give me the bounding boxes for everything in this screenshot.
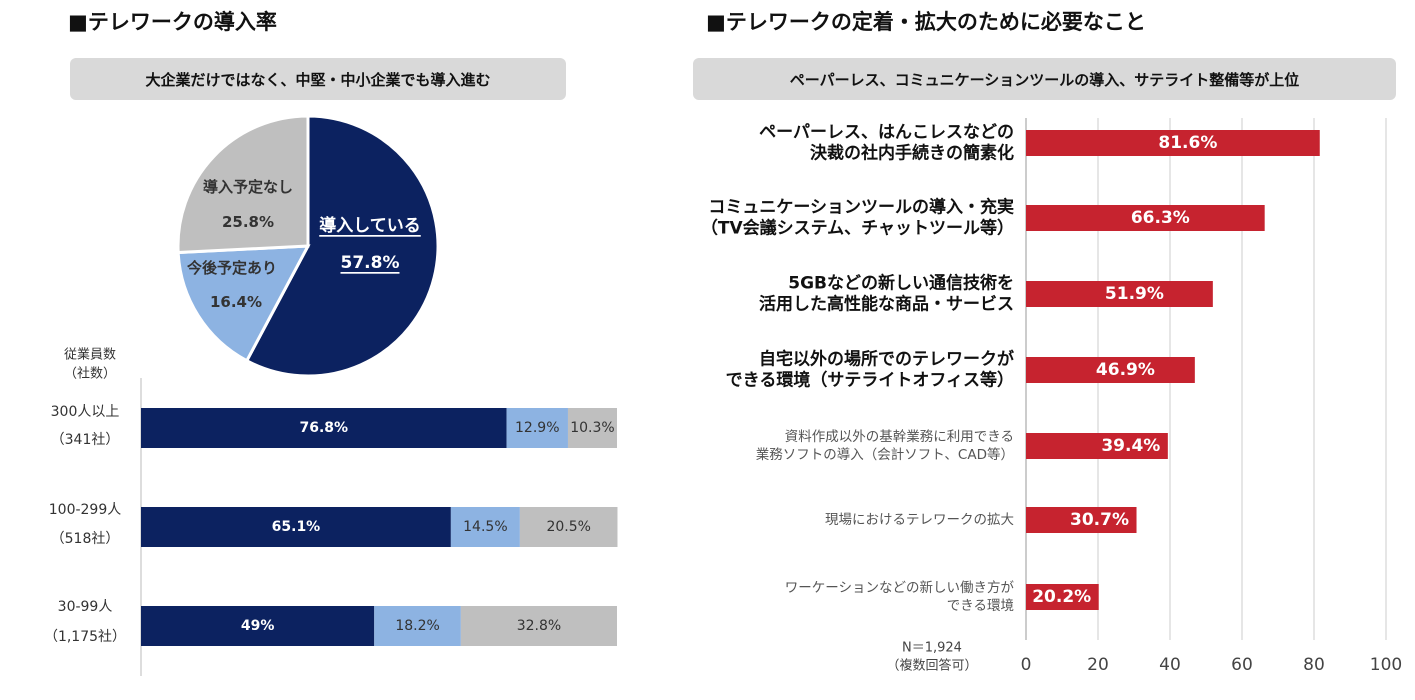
bar-value-label: 81.6% bbox=[1158, 133, 1217, 153]
sample-size-note: N＝1,924 bbox=[902, 641, 962, 656]
stacked-bar-segment bbox=[141, 408, 507, 448]
bar bbox=[1026, 433, 1168, 459]
category-label: できる環境（サテライトオフィス等） bbox=[726, 370, 1014, 391]
segment-value-label: 49% bbox=[241, 618, 275, 634]
segment-value-label: 65.1% bbox=[272, 519, 321, 535]
segment-value-label: 12.9% bbox=[515, 420, 559, 436]
pie-slice bbox=[176, 114, 310, 255]
x-tick-label: 80 bbox=[1303, 655, 1325, 675]
bar-value-label: 39.4% bbox=[1101, 436, 1160, 456]
category-label: 100-299人 bbox=[49, 502, 122, 518]
pie-slice bbox=[176, 244, 311, 363]
bar-value-label: 30.7% bbox=[1070, 510, 1129, 530]
bar-value-label: 20.2% bbox=[1032, 587, 1091, 607]
category-label: 資料作成以外の基幹業務に利用できる bbox=[785, 428, 1014, 445]
pie-slice-value: 25.8% bbox=[222, 213, 274, 231]
stacked-bar-segment bbox=[374, 606, 461, 646]
x-tick-label: 20 bbox=[1087, 655, 1109, 675]
x-tick-label: 100 bbox=[1370, 655, 1402, 675]
stacked-bar-segment bbox=[460, 606, 617, 646]
left-title: ■テレワークの導入率 bbox=[68, 10, 277, 34]
category-label: 現場におけるテレワークの拡大 bbox=[825, 512, 1014, 528]
stacked-bar-segment bbox=[519, 507, 618, 547]
right-title: ■テレワークの定着・拡大のために必要なこと bbox=[706, 10, 1146, 34]
pie-slice-value: 16.4% bbox=[210, 293, 262, 311]
stacked-bar-segment bbox=[141, 507, 451, 547]
x-tick-label: 0 bbox=[1021, 655, 1032, 675]
bar bbox=[1026, 130, 1320, 156]
category-label: 活用した高性能な商品・サービス bbox=[759, 294, 1014, 315]
stacked-bar-segment bbox=[506, 408, 568, 448]
bar bbox=[1026, 281, 1213, 307]
pie-slice bbox=[244, 114, 440, 378]
category-label: コミュニケーションツールの導入・充実 bbox=[708, 197, 1014, 218]
category-label: 自宅以外の場所でのテレワークが bbox=[759, 349, 1014, 370]
bar-value-label: 51.9% bbox=[1105, 284, 1164, 304]
category-label: （518社） bbox=[51, 531, 120, 547]
pie-slice-label: 今後予定あり bbox=[186, 259, 277, 277]
category-label: ペーパーレス、はんこレスなどの bbox=[759, 123, 1014, 143]
category-label: 業務ソフトの導入（会計ソフト、CAD等） bbox=[756, 446, 1014, 463]
pie-slice-label: 導入している bbox=[319, 215, 421, 236]
left-banner: 大企業だけではなく、中堅・中小企業でも導入進む bbox=[70, 58, 566, 100]
y-axis-title: 従業員数 bbox=[64, 347, 116, 363]
bar bbox=[1026, 205, 1265, 231]
segment-value-label: 32.8% bbox=[517, 618, 561, 634]
segment-value-label: 14.5% bbox=[463, 519, 507, 535]
pie-slice-label: 導入予定なし bbox=[203, 178, 293, 196]
stacked-bar-segment bbox=[141, 606, 375, 646]
bar bbox=[1026, 584, 1099, 610]
bar bbox=[1026, 357, 1195, 383]
segment-value-label: 18.2% bbox=[395, 618, 439, 634]
x-tick-label: 60 bbox=[1231, 655, 1253, 675]
bar-value-label: 66.3% bbox=[1131, 208, 1190, 228]
bar bbox=[1026, 507, 1137, 533]
category-label: 300人以上 bbox=[51, 404, 120, 420]
segment-value-label: 20.5% bbox=[546, 519, 590, 535]
right-banner: ペーパーレス、コミュニケーションツールの導入、サテライト整備等が上位 bbox=[693, 58, 1396, 100]
category-label: （1,175社） bbox=[44, 629, 126, 645]
category-label: 決裁の社内手続きの簡素化 bbox=[810, 143, 1014, 164]
bar-value-label: 46.9% bbox=[1096, 360, 1155, 380]
pie-slice-value: 57.8% bbox=[341, 253, 400, 273]
stacked-bar-segment bbox=[450, 507, 520, 547]
y-axis-title: （社数） bbox=[64, 366, 116, 382]
category-label: （TV会議システム、チャットツール等） bbox=[701, 218, 1014, 239]
category-label: 30-99人 bbox=[58, 599, 113, 615]
segment-value-label: 10.3% bbox=[570, 420, 614, 436]
stacked-bar-segment bbox=[567, 408, 617, 448]
category-label: （341社） bbox=[51, 432, 120, 448]
category-label: 5GBなどの新しい通信技術を bbox=[788, 273, 1014, 294]
category-label: ワーケーションなどの新しい働き方が bbox=[785, 580, 1015, 596]
segment-value-label: 76.8% bbox=[299, 420, 348, 436]
category-label: できる環境 bbox=[947, 598, 1014, 614]
sample-size-note: （複数回答可） bbox=[886, 658, 977, 674]
x-tick-label: 40 bbox=[1159, 655, 1181, 675]
